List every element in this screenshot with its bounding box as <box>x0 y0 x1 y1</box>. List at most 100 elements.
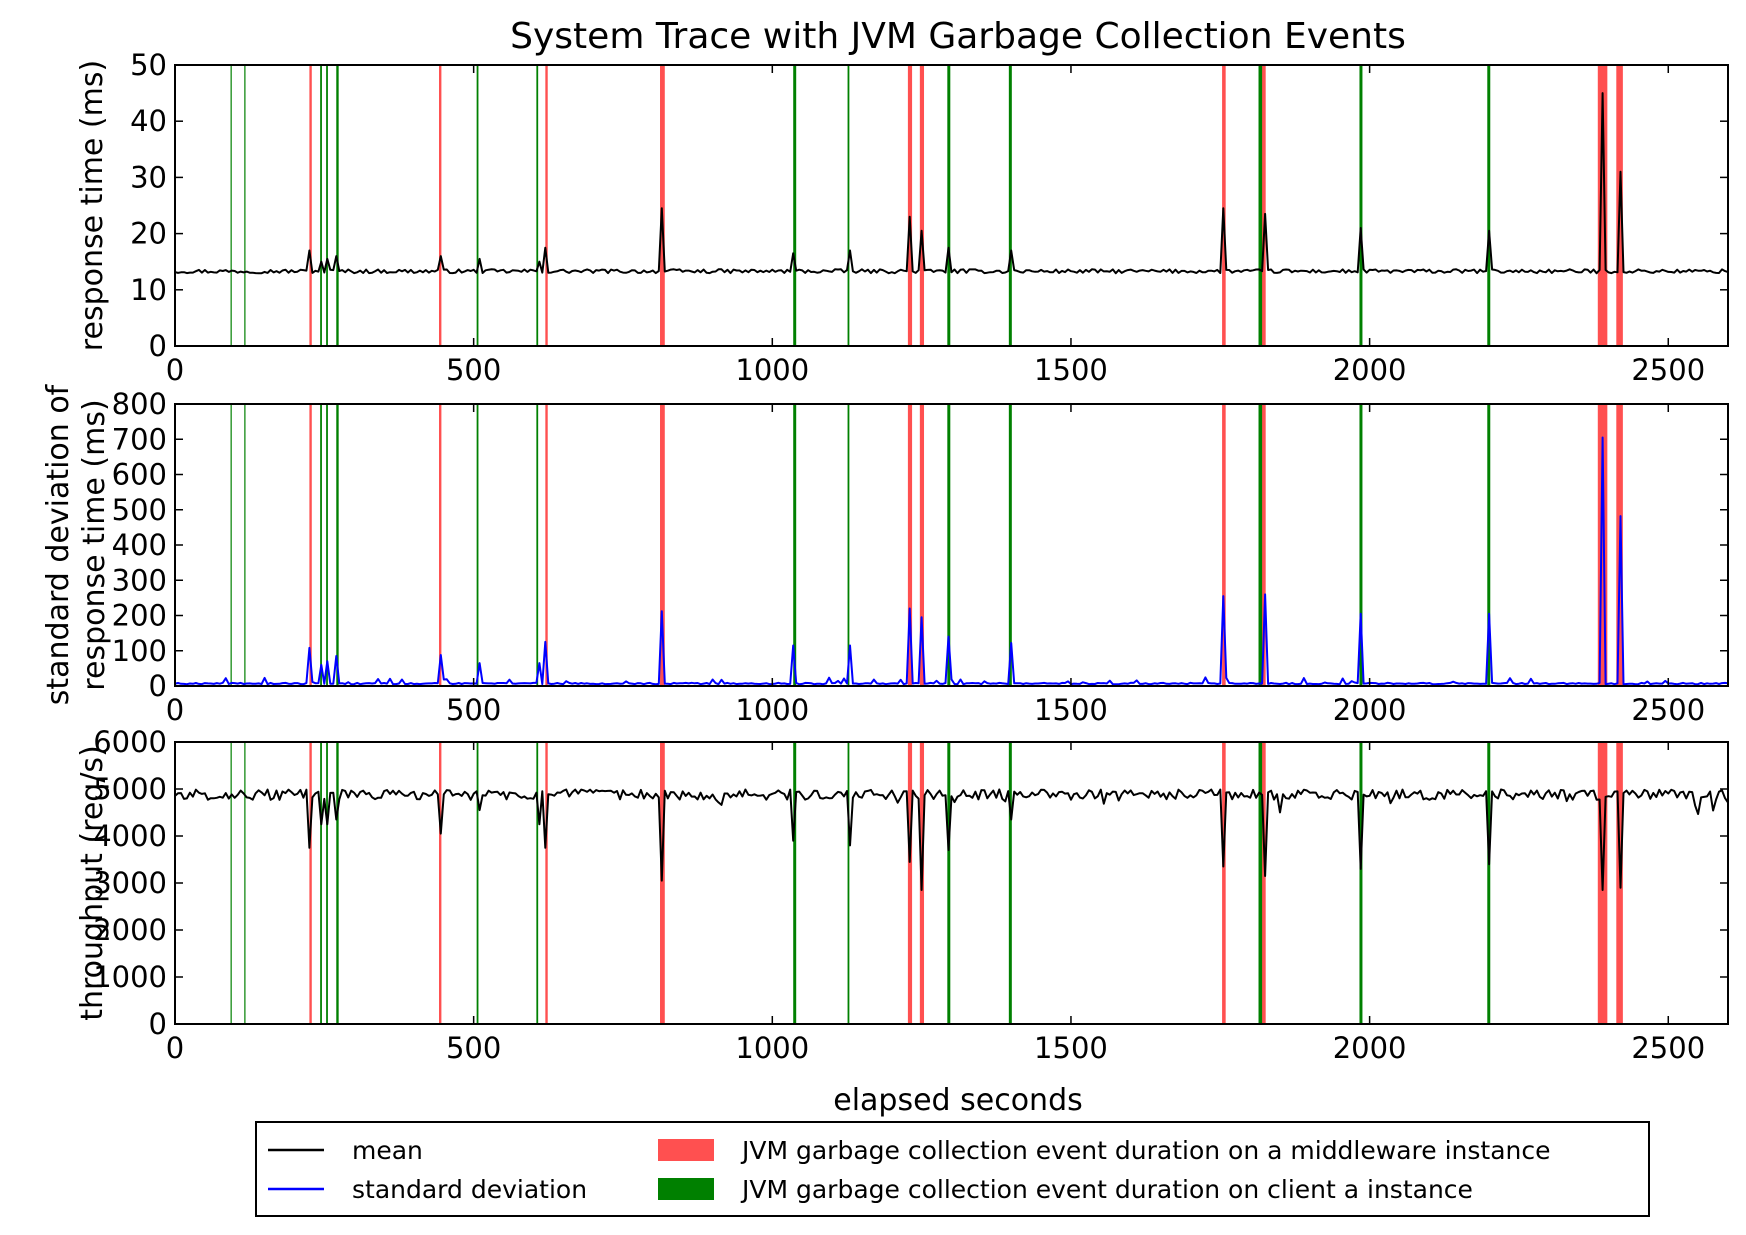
gc-client-band <box>476 742 479 1024</box>
gc-client-band <box>244 65 246 346</box>
gc-client-band <box>476 404 479 686</box>
y-tick-label: 50 <box>130 48 167 82</box>
x-tick-label: 1000 <box>735 353 809 387</box>
x-tick-label: 2500 <box>1631 353 1705 387</box>
panel-std: 0 500 1000 1500 2000 250001002003004005006007… <box>41 383 1729 727</box>
panel-frame <box>174 403 1729 687</box>
y-tick-label: 0 <box>149 1007 167 1041</box>
y-tick-label: 100 <box>112 634 167 668</box>
y-tick-label: 700 <box>112 422 167 456</box>
gc-client-band <box>1258 65 1263 346</box>
x-axis-label: elapsed seconds <box>833 1083 1083 1118</box>
gc-middleware-band <box>439 404 442 686</box>
panel-mean: 0 500 1000 1500 2000 2500 0 10 20 30 40 50 response … <box>75 48 1729 387</box>
y-tick-label: 0 <box>149 329 167 363</box>
legend-entry: mean <box>268 1136 423 1165</box>
legend-label: JVM garbage collection event duration on… <box>740 1175 1473 1204</box>
y-tick-label: 0 <box>149 669 167 703</box>
x-tick-label: 2500 <box>1631 1031 1705 1065</box>
y-tick-label: 6000 <box>93 725 167 759</box>
legend-entry: JVM garbage collection event duration on… <box>658 1175 1473 1204</box>
y-tick-label: 3000 <box>93 866 167 900</box>
legend-box <box>255 1121 1650 1217</box>
gc-middleware-band <box>1222 404 1226 686</box>
panel-plot-area <box>175 404 1728 686</box>
y-tick-label: 800 <box>112 387 167 421</box>
y-tick-label: 200 <box>112 599 167 633</box>
y-tick-label: 2000 <box>93 913 167 947</box>
chart-legend: mean JVM garbage collection event duratio… <box>255 1121 1650 1217</box>
gc-client-band <box>476 65 479 346</box>
gc-middleware-band <box>1222 742 1226 1024</box>
legend-patch-swatch <box>658 1139 714 1161</box>
y-tick-label: 400 <box>112 528 167 562</box>
gc-client-band <box>1487 404 1491 686</box>
y-tick-label: 40 <box>130 104 167 138</box>
gc-middleware-band <box>907 404 913 686</box>
gc-client-band <box>536 65 539 346</box>
gc-client-band <box>1258 742 1263 1024</box>
gc-client-band <box>947 65 951 346</box>
legend-label: standard deviation <box>352 1175 587 1204</box>
gc-middleware-band <box>1261 404 1266 686</box>
gc-client-band <box>320 65 322 346</box>
gc-client-band <box>244 742 246 1024</box>
gc-middleware-band <box>309 65 312 346</box>
x-tick-label: 0 <box>166 693 184 727</box>
gc-client-band <box>793 65 797 346</box>
x-tick-label: 1500 <box>1034 353 1108 387</box>
y-tick-label: 30 <box>130 160 167 194</box>
series-line-std <box>175 436 1728 686</box>
x-tick-label: 2000 <box>1333 693 1407 727</box>
y-axis-label: standard deviation ofresponse time (ms) <box>41 383 112 705</box>
series-line-mean <box>175 92 1728 275</box>
gc-client-band <box>1008 65 1012 346</box>
gc-middleware-band <box>660 65 665 346</box>
x-tick-label: 2500 <box>1631 693 1705 727</box>
gc-client-band <box>336 65 339 346</box>
series-line-thr <box>175 788 1728 891</box>
gc-middleware-band <box>919 65 925 346</box>
gc-client-band <box>326 65 328 346</box>
gc-client-band <box>793 404 797 686</box>
gc-client-band <box>336 742 339 1024</box>
gc-client-band <box>1258 404 1263 686</box>
gc-client-band <box>320 404 322 686</box>
gc-client-band <box>1359 65 1363 346</box>
gc-middleware-band <box>545 742 548 1024</box>
legend-patch-swatch <box>658 1178 714 1200</box>
gc-client-band <box>847 65 850 346</box>
legend-entry: standard deviation <box>268 1175 587 1204</box>
gc-client-band <box>230 404 232 686</box>
gc-middleware-band <box>309 404 312 686</box>
gc-client-band <box>947 404 951 686</box>
x-tick-label: 1500 <box>1034 1031 1108 1065</box>
gc-client-band <box>536 404 539 686</box>
legend-label: JVM garbage collection event duration on… <box>740 1136 1550 1165</box>
y-tick-label: 5000 <box>93 772 167 806</box>
chart-panels: 0 500 1000 1500 2000 250001020304050response … <box>41 48 1729 1065</box>
gc-client-band <box>230 65 232 346</box>
x-tick-label: 1500 <box>1034 693 1108 727</box>
y-tick-label: 10 <box>130 273 167 307</box>
y-tick-label: 4000 <box>93 819 167 853</box>
gc-client-band <box>244 404 246 686</box>
gc-middleware-band <box>1261 65 1266 346</box>
gc-middleware-band <box>439 742 442 1024</box>
chart-title: System Trace with JVM Garbage Collection… <box>510 16 1406 57</box>
gc-client-band <box>1487 742 1491 1024</box>
y-axis-label: response time (ms) <box>75 60 110 351</box>
gc-client-band <box>336 404 339 686</box>
legend-entry: JVM garbage collection event duration on… <box>658 1136 1550 1165</box>
gc-client-band <box>1008 404 1012 686</box>
y-tick-label: 20 <box>130 217 167 251</box>
gc-client-band <box>1487 65 1491 346</box>
gc-client-band <box>320 742 322 1024</box>
gc-middleware-band <box>907 742 913 1024</box>
y-tick-label: 500 <box>112 493 167 527</box>
x-tick-label: 0 <box>166 1031 184 1065</box>
gc-middleware-band <box>660 404 665 686</box>
gc-middleware-band <box>545 404 548 686</box>
y-tick-label: 1000 <box>93 960 167 994</box>
